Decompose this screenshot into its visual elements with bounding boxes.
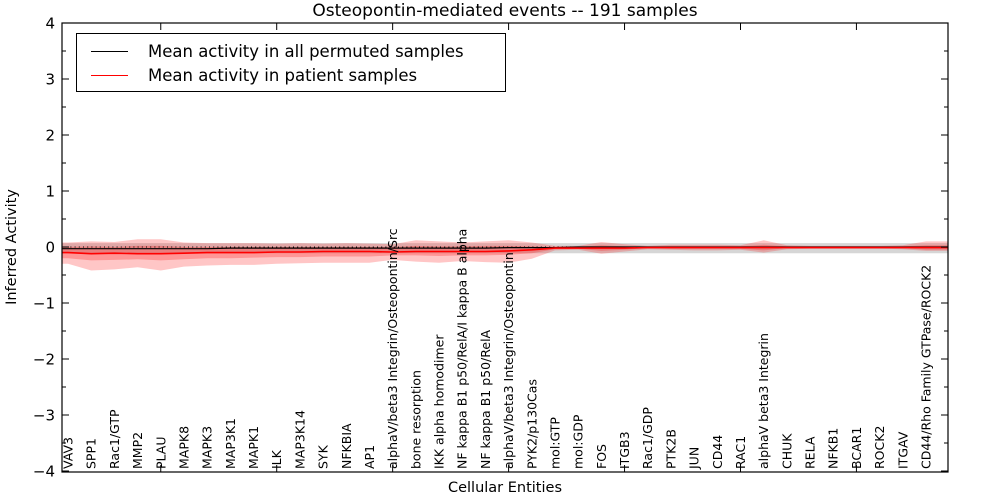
x-tick-label: MAPK1 [246,426,261,469]
x-tick-label: PLAU [153,437,168,470]
y-tick-label: 2 [45,127,55,145]
x-tick-label: Rac1/GTP [107,409,122,469]
y-tick-label: −1 [33,295,55,313]
x-tick-label: IKK alpha homodimer [432,334,447,469]
x-tick-label: BCAR1 [849,427,864,469]
y-tick-label: 3 [45,71,55,89]
series-line-patient [62,246,948,255]
legend-item-patient: Mean activity in patient samples [77,63,505,87]
x-tick-label: alphaV/beta3 Integrin/Osteopontin/Src [385,228,400,469]
y-tick-label: −3 [33,407,55,425]
x-tick-label: CD44 [710,435,725,469]
legend: Mean activity in all permuted samples Me… [76,33,506,92]
x-tick-label: alphaV beta3 Integrin [756,333,771,469]
x-tick-label: MMP2 [130,432,145,469]
x-tick-label: MAP3K14 [292,410,307,469]
x-tick-label: NF kappa B1 p50/RelA [478,329,493,469]
x-tick-label: ROCK2 [872,426,887,469]
x-tick-label: CHUK [779,433,794,469]
legend-label-permuted: Mean activity in all permuted samples [148,41,464,61]
x-tick-label: FOS [594,444,609,469]
x-tick-label: PTK2B [663,429,678,469]
x-tick-label: NFKB1 [826,428,841,469]
x-tick-label: NF kappa B1 p50/RelA/I kappa B alpha [455,229,470,469]
x-tick-label: SYK [316,444,331,469]
y-tick-label: 0 [45,239,55,257]
x-tick-label: Rac1/GDP [640,407,655,469]
x-tick-label: MAPK8 [176,426,191,469]
x-tick-label: mol:GTP [548,417,563,469]
x-tick-label: MAPK3 [200,426,215,469]
y-tick-label: 1 [45,183,55,201]
x-tick-label: bone resorption [408,370,423,469]
chart-title: Osteopontin-mediated events -- 191 sampl… [312,1,698,21]
x-tick-label: alphaV/beta3 Integrin/Osteopontin [501,252,516,469]
x-tick-label: RELA [803,436,818,469]
permuted-line-swatch [91,50,128,52]
legend-item-permuted: Mean activity in all permuted samples [77,39,505,63]
x-tick-label: JUN [687,447,702,470]
x-tick-label: AP1 [362,445,377,469]
x-tick-label: ITGB3 [617,431,632,469]
x-tick-label: MAP3K1 [223,418,238,469]
legend-label-patient: Mean activity in patient samples [148,65,418,85]
x-tick-label: RAC1 [733,436,748,469]
y-tick-label: 4 [45,15,55,33]
x-axis-label: Cellular Entities [447,480,563,496]
x-tick-label: CD44/Rho Family GTPase/ROCK2 [919,265,934,469]
patient-line-swatch [91,74,128,76]
y-tick-label: −4 [33,463,55,481]
x-tick-label: NFKBIA [339,423,354,469]
y-tick-label: −2 [33,351,55,369]
x-tick-label: PYK2/p130Cas [524,379,539,469]
x-tick-label: ITGAV [895,431,910,469]
x-tick-label: VAV3 [61,437,76,469]
plot-frame [61,22,949,473]
x-tick-label: mol:GDP [571,414,586,469]
x-tick-label: SPP1 [84,438,99,469]
x-tick-label: ILK [269,449,284,469]
